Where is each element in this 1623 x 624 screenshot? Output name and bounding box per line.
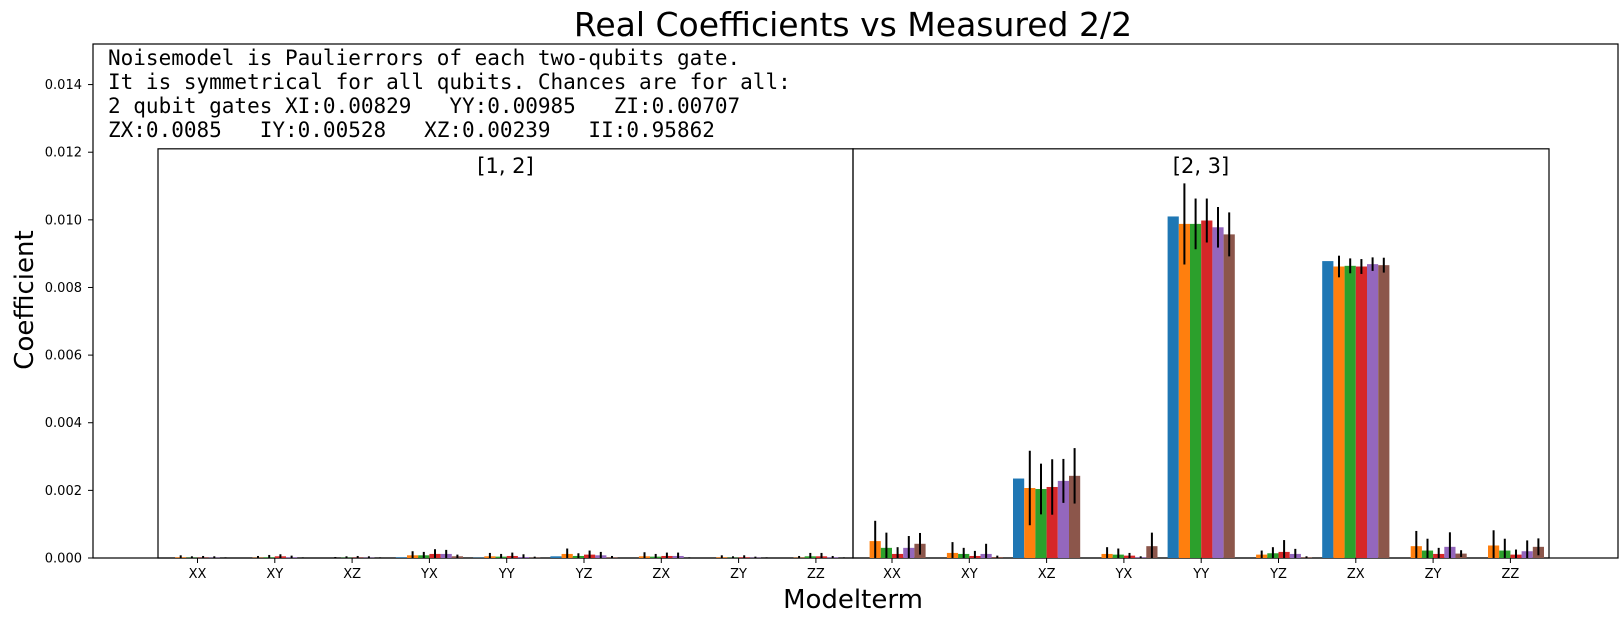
bar <box>1367 264 1379 558</box>
bar <box>1013 478 1025 558</box>
x-tick-label: XY <box>961 567 978 582</box>
x-tick-label: ZZ <box>807 567 825 582</box>
y-axis: 0.000 0.002 0.004 0.006 0.008 0.010 0.012 0.014 <box>45 78 93 567</box>
x-tick-label: YX <box>420 567 438 582</box>
bar <box>395 557 407 558</box>
x-tick-label: ZX <box>1347 567 1365 582</box>
annotation-line-2: It is symmetrical for all qubits. Chance… <box>108 70 791 94</box>
error-bars <box>179 183 1540 558</box>
bar <box>550 556 562 558</box>
annotation-line-1: Noisemodel is Paulierrors of each two-qu… <box>108 46 740 70</box>
x-tick-label: ZY <box>1425 567 1442 582</box>
y-tick-label: 0.002 <box>45 484 82 499</box>
y-tick-label: 0.012 <box>45 146 82 161</box>
bar <box>1378 265 1390 558</box>
bar <box>1355 266 1367 558</box>
noise-model-annotation: Noisemodel is Paulierrors of each two-qu… <box>108 46 791 142</box>
bar <box>1057 480 1069 558</box>
y-tick-label: 0.008 <box>45 281 82 296</box>
bar <box>1069 475 1081 558</box>
group-panel <box>157 148 854 559</box>
x-tick-label: XX <box>189 567 207 582</box>
x-tick-label: ZZ <box>1501 567 1519 582</box>
x-tick-label: YY <box>498 567 515 582</box>
x-tick-label: YZ <box>575 567 593 582</box>
bar <box>1178 223 1190 558</box>
y-tick-label: 0.006 <box>45 349 82 364</box>
x-tick-label: XX <box>883 567 901 582</box>
y-tick-label: 0.014 <box>45 78 82 93</box>
x-tick-label: YZ <box>1269 567 1287 582</box>
annotation-line-3: 2 qubit gates XI:0.00829 YY:0.00985 ZI:0… <box>108 94 740 118</box>
x-tick-label: XZ <box>343 567 361 582</box>
x-tick-label: XY <box>266 567 283 582</box>
y-axis-label: Coefficient <box>10 230 40 369</box>
x-tick-label: YX <box>1114 567 1132 582</box>
x-tick-label: XZ <box>1038 567 1056 582</box>
x-axis-label: Modelterm <box>783 585 923 615</box>
bar <box>1201 220 1213 558</box>
group-label: [2, 3] <box>1173 154 1229 178</box>
bar <box>1322 261 1334 558</box>
bar <box>1223 234 1235 559</box>
x-tick-label: YY <box>1192 567 1209 582</box>
annotation-line-4: ZX:0.0085 IY:0.00528 XZ:0.00239 II:0.958… <box>108 118 715 142</box>
y-tick-label: 0.010 <box>45 213 82 228</box>
chart-title: Real Coefficients vs Measured 2/2 <box>574 5 1132 44</box>
bar <box>1333 266 1345 558</box>
y-tick-label: 0.004 <box>45 416 82 431</box>
group-panels: [1, 2] [2, 3] <box>157 148 1550 559</box>
x-axis: XX XY XZ YX YY YZ ZX ZY ZZ XX XY XZ YX YY YZ ZX ZY ZZ <box>189 558 1519 582</box>
bar <box>1035 489 1047 558</box>
x-tick-label: ZY <box>730 567 747 582</box>
bar <box>1190 223 1202 558</box>
bar <box>1344 265 1356 558</box>
x-tick-label: ZX <box>652 567 670 582</box>
bar <box>1046 486 1058 558</box>
y-tick-label: 0.000 <box>45 552 82 567</box>
bar <box>1167 216 1179 559</box>
group-label: [1, 2] <box>477 154 533 178</box>
bar <box>1212 227 1224 558</box>
